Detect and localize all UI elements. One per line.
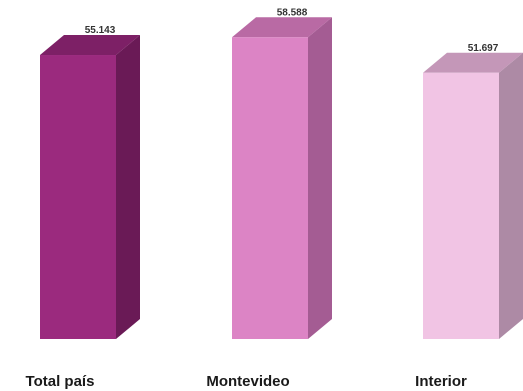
category-labels-layer: Total país Montevideo Interior (26, 373, 467, 390)
bar-side-total-pais (116, 35, 140, 339)
bar-top-montevideo (232, 17, 332, 38)
bar-total-pais (40, 35, 140, 339)
bar-top-total-pais (40, 35, 140, 56)
bar-side-interior (499, 52, 523, 340)
value-label-montevideo: 58.588 (277, 7, 308, 18)
category-label-interior: Interior (415, 373, 467, 390)
value-label-total-pais: 55.143 (85, 25, 116, 36)
bar-top-interior (423, 52, 523, 73)
category-label-montevideo: Montevideo (206, 373, 289, 390)
bar-montevideo (232, 17, 332, 340)
value-labels-layer: 55.143 58.588 51.697 (85, 7, 499, 53)
bars-layer (40, 17, 523, 340)
category-label-total-pais: Total país (26, 373, 95, 390)
bar-side-montevideo (308, 17, 332, 340)
bar-front-interior (423, 72, 499, 340)
bar-front-total-pais (40, 55, 116, 339)
bar-interior (423, 52, 523, 340)
value-label-interior: 51.697 (468, 43, 499, 54)
bar-front-montevideo (232, 37, 308, 340)
